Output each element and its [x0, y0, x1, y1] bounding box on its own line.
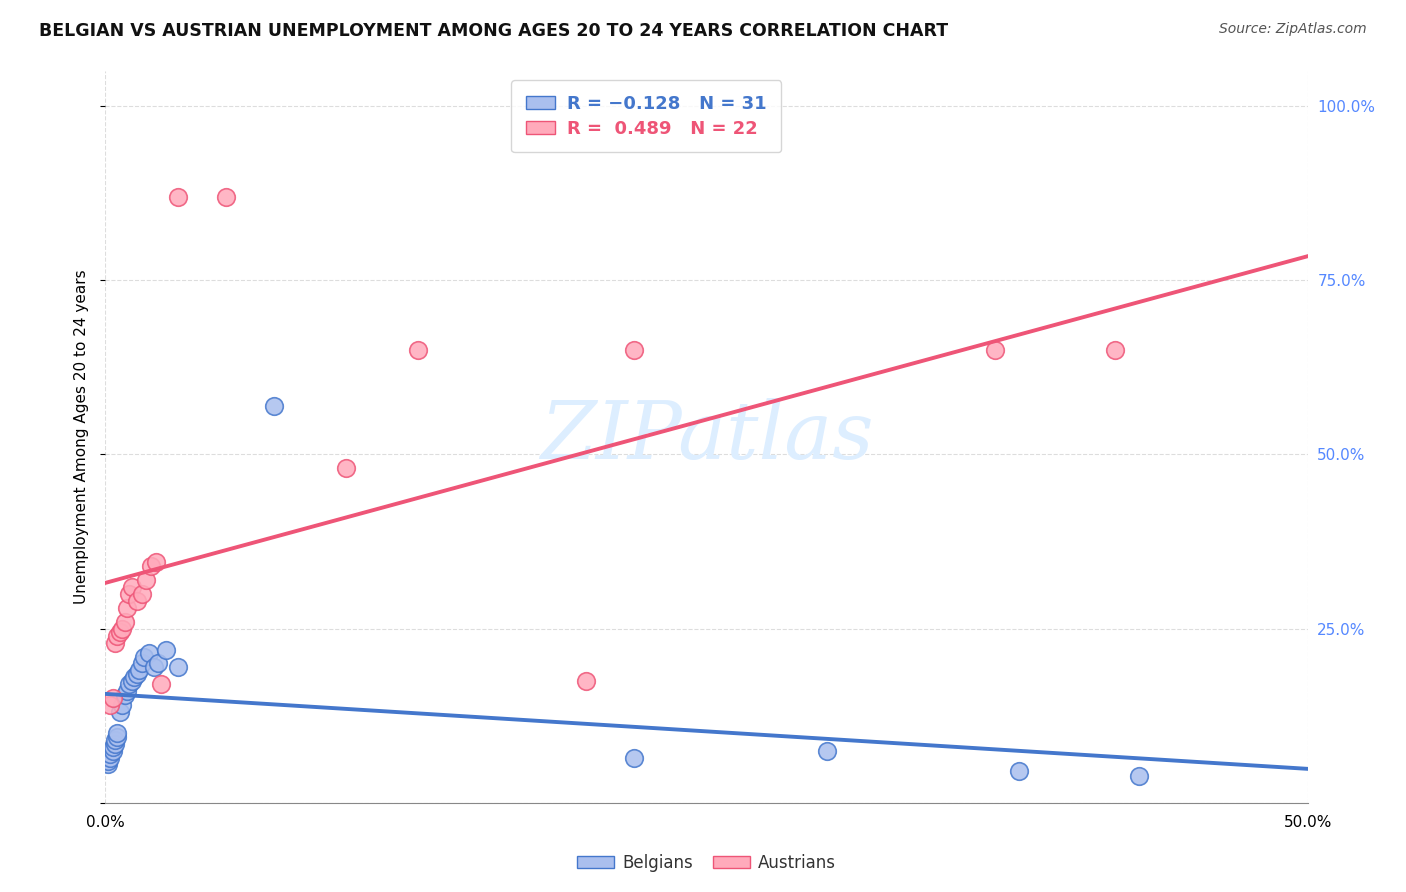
Point: [142, 660, 165, 674]
Point: [623, 343, 645, 357]
Point: [121, 673, 143, 688]
Point: [118, 677, 141, 691]
Point: [263, 399, 285, 413]
Point: [1104, 343, 1126, 357]
Point: [121, 580, 143, 594]
Point: [107, 726, 129, 740]
Point: [101, 691, 124, 706]
Point: [104, 737, 127, 751]
Point: [148, 657, 170, 671]
Point: [118, 587, 141, 601]
Point: [98, 747, 121, 761]
Point: [145, 556, 167, 570]
Point: [115, 684, 138, 698]
Point: [98, 750, 121, 764]
Point: [166, 660, 188, 674]
Point: [166, 190, 188, 204]
Point: [128, 664, 150, 678]
Y-axis label: Unemployment Among Ages 20 to 24 years: Unemployment Among Ages 20 to 24 years: [75, 269, 90, 605]
Point: [406, 343, 429, 357]
Point: [575, 673, 598, 688]
Point: [111, 698, 134, 713]
Point: [131, 587, 153, 601]
Point: [107, 730, 129, 744]
Point: [108, 625, 131, 640]
Point: [131, 657, 153, 671]
Text: ZIPatlas: ZIPatlas: [540, 399, 873, 475]
Point: [101, 740, 124, 755]
Point: [111, 622, 134, 636]
Point: [623, 750, 645, 764]
Point: [132, 649, 155, 664]
Text: Source: ZipAtlas.com: Source: ZipAtlas.com: [1219, 22, 1367, 37]
Point: [135, 573, 157, 587]
Point: [104, 733, 127, 747]
Point: [1128, 769, 1150, 783]
Point: [155, 642, 177, 657]
Point: [149, 677, 172, 691]
Point: [125, 594, 148, 608]
Point: [114, 615, 136, 629]
Point: [984, 343, 1007, 357]
Point: [97, 757, 120, 772]
Point: [335, 461, 357, 475]
Point: [115, 600, 138, 615]
Point: [108, 705, 131, 719]
Point: [139, 558, 162, 573]
Point: [98, 698, 121, 713]
Point: [125, 667, 148, 681]
Point: [114, 688, 136, 702]
Point: [104, 635, 127, 649]
Point: [107, 629, 129, 643]
Legend: Belgians, Austrians: Belgians, Austrians: [571, 847, 842, 879]
Text: BELGIAN VS AUSTRIAN UNEMPLOYMENT AMONG AGES 20 TO 24 YEARS CORRELATION CHART: BELGIAN VS AUSTRIAN UNEMPLOYMENT AMONG A…: [39, 22, 949, 40]
Point: [101, 743, 124, 757]
Point: [138, 646, 160, 660]
Point: [1008, 764, 1031, 779]
Point: [124, 670, 146, 684]
Point: [815, 743, 838, 757]
Point: [214, 190, 236, 204]
Point: [97, 754, 120, 768]
